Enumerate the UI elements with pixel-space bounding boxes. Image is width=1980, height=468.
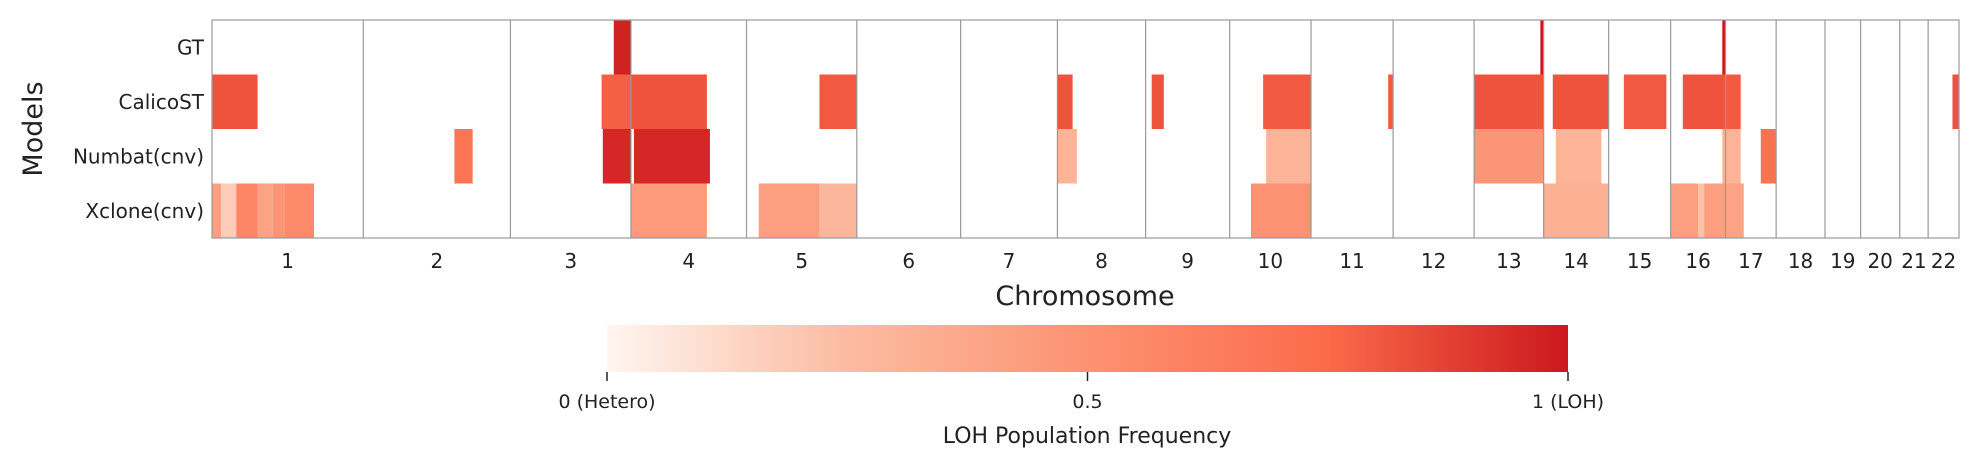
colorbar-title: LOH Population Frequency: [943, 424, 1232, 449]
heatmap-cell: [630, 74, 707, 129]
row-label: Numbat(cnv): [73, 144, 204, 168]
heatmap-cell: [1474, 74, 1544, 129]
heatmap-cell: [1540, 20, 1544, 75]
heatmap-cell: [633, 129, 710, 184]
heatmap-cell: [613, 20, 631, 75]
colorbar-ticks: 0 (Hetero) 0.5 1 (LOH): [558, 372, 1604, 413]
heatmap-cell: [257, 183, 273, 238]
chromosome-label: 4: [682, 249, 695, 273]
heatmap-cell: [1543, 183, 1609, 238]
chromosome-label: 19: [1830, 249, 1855, 273]
plot-frame: [211, 19, 1960, 239]
heatmap-cell: [1704, 183, 1726, 238]
heatmap-cell: [819, 183, 857, 238]
heatmap-cell: [1151, 74, 1164, 129]
chromosome-labels: 1 2 3 4 5 6 7 8 9 10 11 12 13 14 15 16 17 18 19 20 21 22: [281, 249, 1956, 273]
heatmap-cell: [601, 74, 631, 129]
row-labels: GT CalicoST Numbat(cnv) Xclone(cnv): [73, 35, 205, 223]
heatmap-cells: [212, 20, 1959, 238]
chromosome-label: 1: [281, 249, 294, 273]
heatmap-cell: [819, 74, 857, 129]
heatmap-cell: [602, 129, 631, 184]
chromosome-label: 13: [1496, 249, 1521, 273]
heatmap-cell: [454, 129, 473, 184]
heatmap-cell: [1670, 183, 1698, 238]
heatmap-cell: [221, 183, 237, 238]
heatmap-cell: [272, 183, 285, 238]
heatmap-cell: [1952, 74, 1959, 129]
chromosome-label: 2: [430, 249, 443, 273]
heatmap-cell: [630, 183, 707, 238]
heatmap-cell: [1388, 74, 1394, 129]
chromosome-label: 7: [1003, 249, 1016, 273]
heatmap-cell: [1722, 20, 1726, 75]
chromosome-label: 14: [1563, 249, 1588, 273]
x-axis-title: Chromosome: [995, 281, 1174, 312]
heatmap-cell: [1057, 129, 1077, 184]
chromosome-label: 16: [1685, 249, 1710, 273]
chromosome-label: 6: [902, 249, 915, 273]
chromosome-label: 9: [1181, 249, 1194, 273]
chromosome-label: 18: [1788, 249, 1813, 273]
chromosome-label: 3: [564, 249, 577, 273]
heatmap-cell: [1555, 129, 1602, 184]
chromosome-boundaries: [362, 20, 1929, 238]
chromosome-label: 20: [1867, 249, 1892, 273]
heatmap-cell: [284, 183, 315, 238]
colorbar: 0 (Hetero) 0.5 1 (LOH) LOH Population Freq…: [558, 325, 1604, 449]
heatmap-cell: [212, 74, 258, 129]
chromosome-label: 8: [1095, 249, 1108, 273]
chromosome-label: 5: [795, 249, 808, 273]
heatmap-cell: [758, 183, 820, 238]
heatmap-cell: [1725, 129, 1741, 184]
heatmap-cell: [1474, 129, 1544, 184]
heatmap-cell: [1263, 74, 1312, 129]
heatmap-cell: [236, 183, 258, 238]
heatmap-cell: [1698, 183, 1705, 238]
colorbar-tick-label: 0 (Hetero): [558, 391, 655, 413]
heatmap-cell: [1722, 129, 1726, 184]
chromosome-label: 10: [1258, 249, 1283, 273]
colorbar-tick-label: 1 (LOH): [1532, 391, 1604, 413]
chromosome-label: 21: [1901, 249, 1926, 273]
row-label: CalicoST: [119, 90, 205, 114]
chromosome-label: 12: [1421, 249, 1446, 273]
heatmap-cell: [1623, 74, 1667, 129]
heatmap-cell: [1725, 74, 1741, 129]
chromosome-label: 11: [1339, 249, 1364, 273]
row-label: Xclone(cnv): [85, 199, 204, 223]
heatmap-cell: [1266, 129, 1312, 184]
heatmap-cell: [1552, 74, 1609, 129]
chromosome-label: 22: [1931, 249, 1956, 273]
heatmap-cell: [1250, 183, 1312, 238]
colorbar-tick-label: 0.5: [1072, 391, 1102, 413]
chromosome-label: 15: [1627, 249, 1652, 273]
y-axis-title: Models: [18, 81, 49, 176]
heatmap-cell: [1057, 74, 1073, 129]
row-label: GT: [177, 35, 205, 59]
heatmap-cell: [212, 183, 222, 238]
chromosome-label: 17: [1738, 249, 1763, 273]
colorbar-gradient: [607, 325, 1568, 372]
heatmap-cell: [1725, 183, 1744, 238]
heatmap-cell: [1760, 129, 1777, 184]
heatmap-cell: [1682, 74, 1726, 129]
